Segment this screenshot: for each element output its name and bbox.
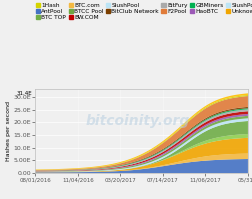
Legend: 1Hash, AntPool, BTC TOP, BTC.com, BTCC Pool, BW.COM, SlushPool, BitClub Network,: 1Hash, AntPool, BTC TOP, BTC.com, BTCC P… bbox=[36, 3, 252, 20]
Y-axis label: Hashes per second: Hashes per second bbox=[6, 101, 11, 161]
Text: 31.4E: 31.4E bbox=[17, 91, 33, 96]
Text: bitcoinity.org: bitcoinity.org bbox=[85, 114, 189, 128]
